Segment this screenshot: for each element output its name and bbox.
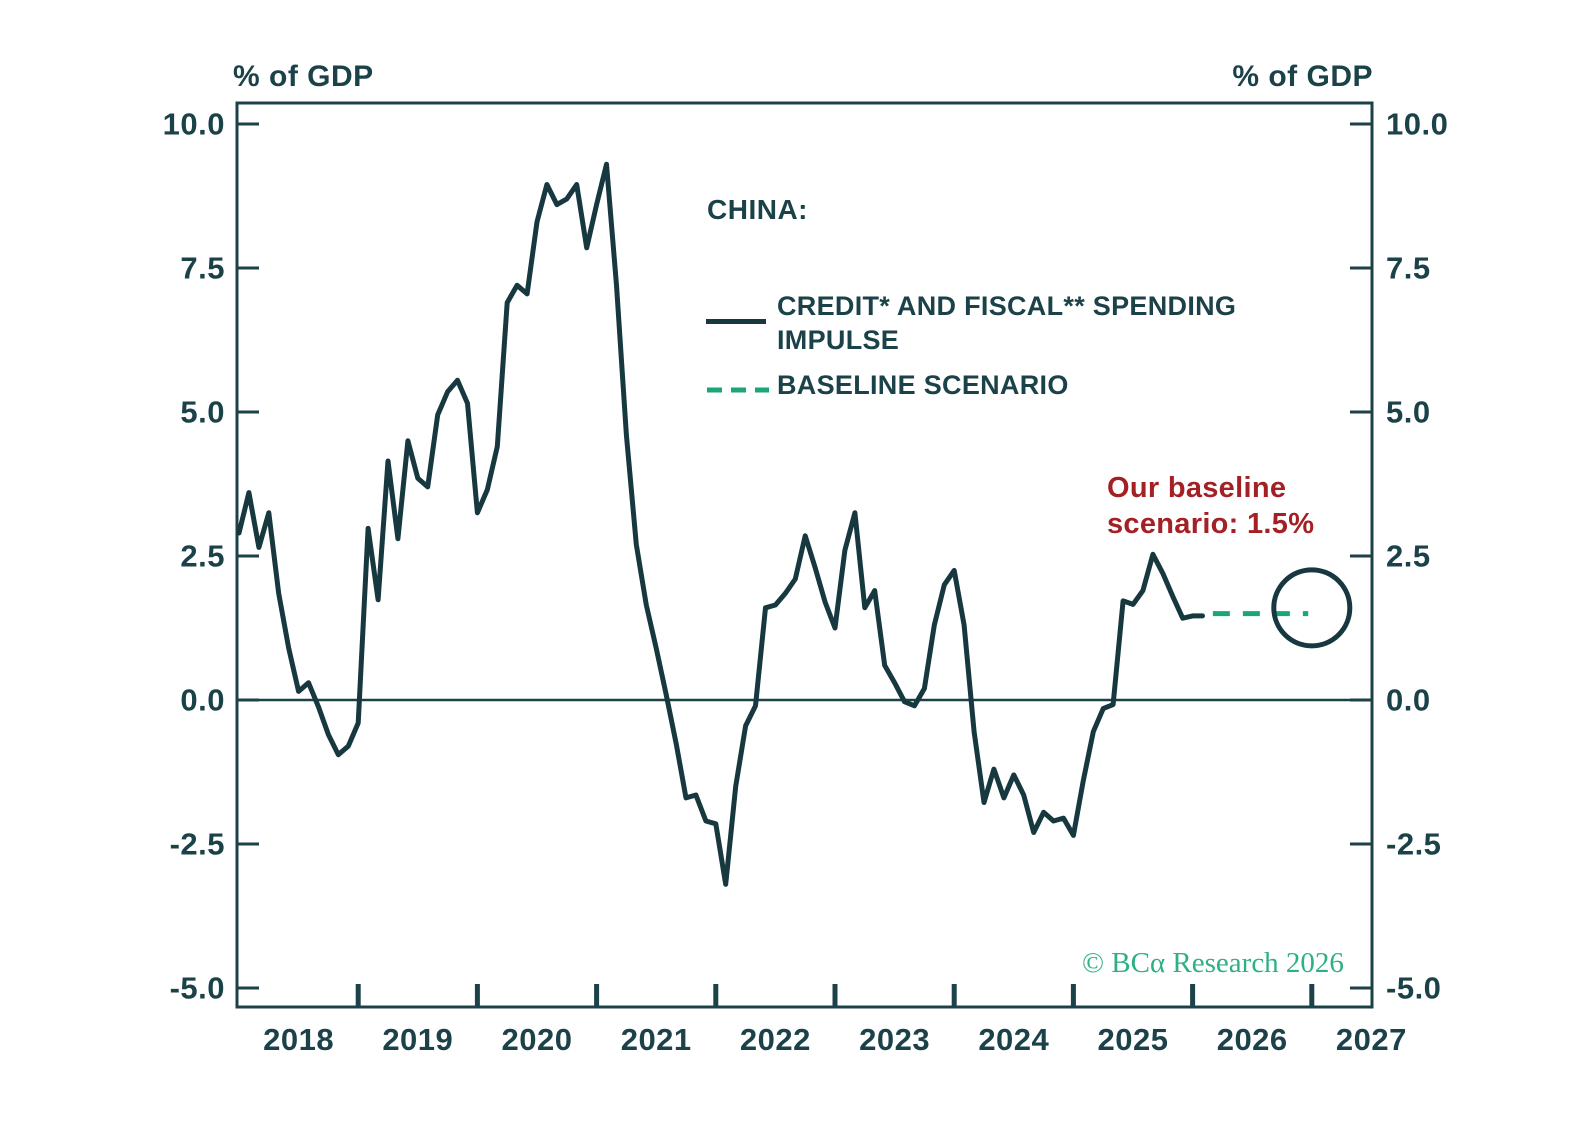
x-tick-label: 2026 (1217, 1022, 1288, 1057)
baseline-annotation: Our baseline scenario: 1.5% (1107, 470, 1314, 542)
dashed-line-icon (707, 387, 769, 393)
plot-border (235, 101, 1374, 1009)
y-tick-label-right: 7.5 (1386, 251, 1431, 286)
copyright-notice: © BCα Research 2026 (1082, 947, 1344, 979)
legend-dashed-line-swatch (706, 380, 770, 398)
y-tick-label-right: -2.5 (1386, 827, 1441, 862)
x-tick-label: 2023 (859, 1022, 930, 1057)
y-tick-label-left: 2.5 (180, 539, 225, 574)
x-tick-label: 2018 (263, 1022, 334, 1057)
y-axis-unit-left: % of GDP (233, 60, 374, 93)
y-tick-label-right: 2.5 (1386, 539, 1431, 574)
y-tick-label-left: 0.0 (180, 683, 225, 718)
y-tick-label-right: 0.0 (1386, 683, 1431, 718)
baseline-annotation-line2: scenario: 1.5% (1107, 508, 1315, 540)
baseline-annotation-line1: Our baseline (1107, 472, 1287, 504)
y-tick-label-right: -5.0 (1386, 971, 1441, 1006)
x-tick-label: 2022 (740, 1022, 811, 1057)
y-tick-label-left: 10.0 (163, 107, 225, 142)
impulse-line (236, 161, 1205, 887)
x-tick-label: 2025 (1098, 1022, 1169, 1057)
y-tick-label-left: -2.5 (170, 827, 225, 862)
y-axis-unit-right: % of GDP (1232, 60, 1373, 93)
y-tick-label-left: 7.5 (180, 251, 225, 286)
y-tick-label-left: 5.0 (180, 395, 225, 430)
x-tick-label: 2020 (502, 1022, 573, 1057)
y-tick-label-left: -5.0 (170, 971, 225, 1006)
x-tick-label: 2021 (621, 1022, 692, 1057)
legend-solid-line-swatch (706, 319, 766, 324)
x-tick-label: 2019 (382, 1022, 453, 1057)
legend-title: CHINA: (707, 194, 808, 225)
y-tick-label-right: 10.0 (1386, 107, 1448, 142)
legend-label-baseline: BASELINE SCENARIO (777, 370, 1069, 400)
legend-label-impulse: CREDIT* AND FISCAL** SPENDING IMPULSE (777, 291, 1237, 355)
endpoint-highlight-circle (1271, 567, 1353, 649)
x-tick-label: 2027 (1336, 1022, 1407, 1057)
y-tick-label-right: 5.0 (1386, 395, 1431, 430)
x-tick-label: 2024 (978, 1022, 1049, 1057)
